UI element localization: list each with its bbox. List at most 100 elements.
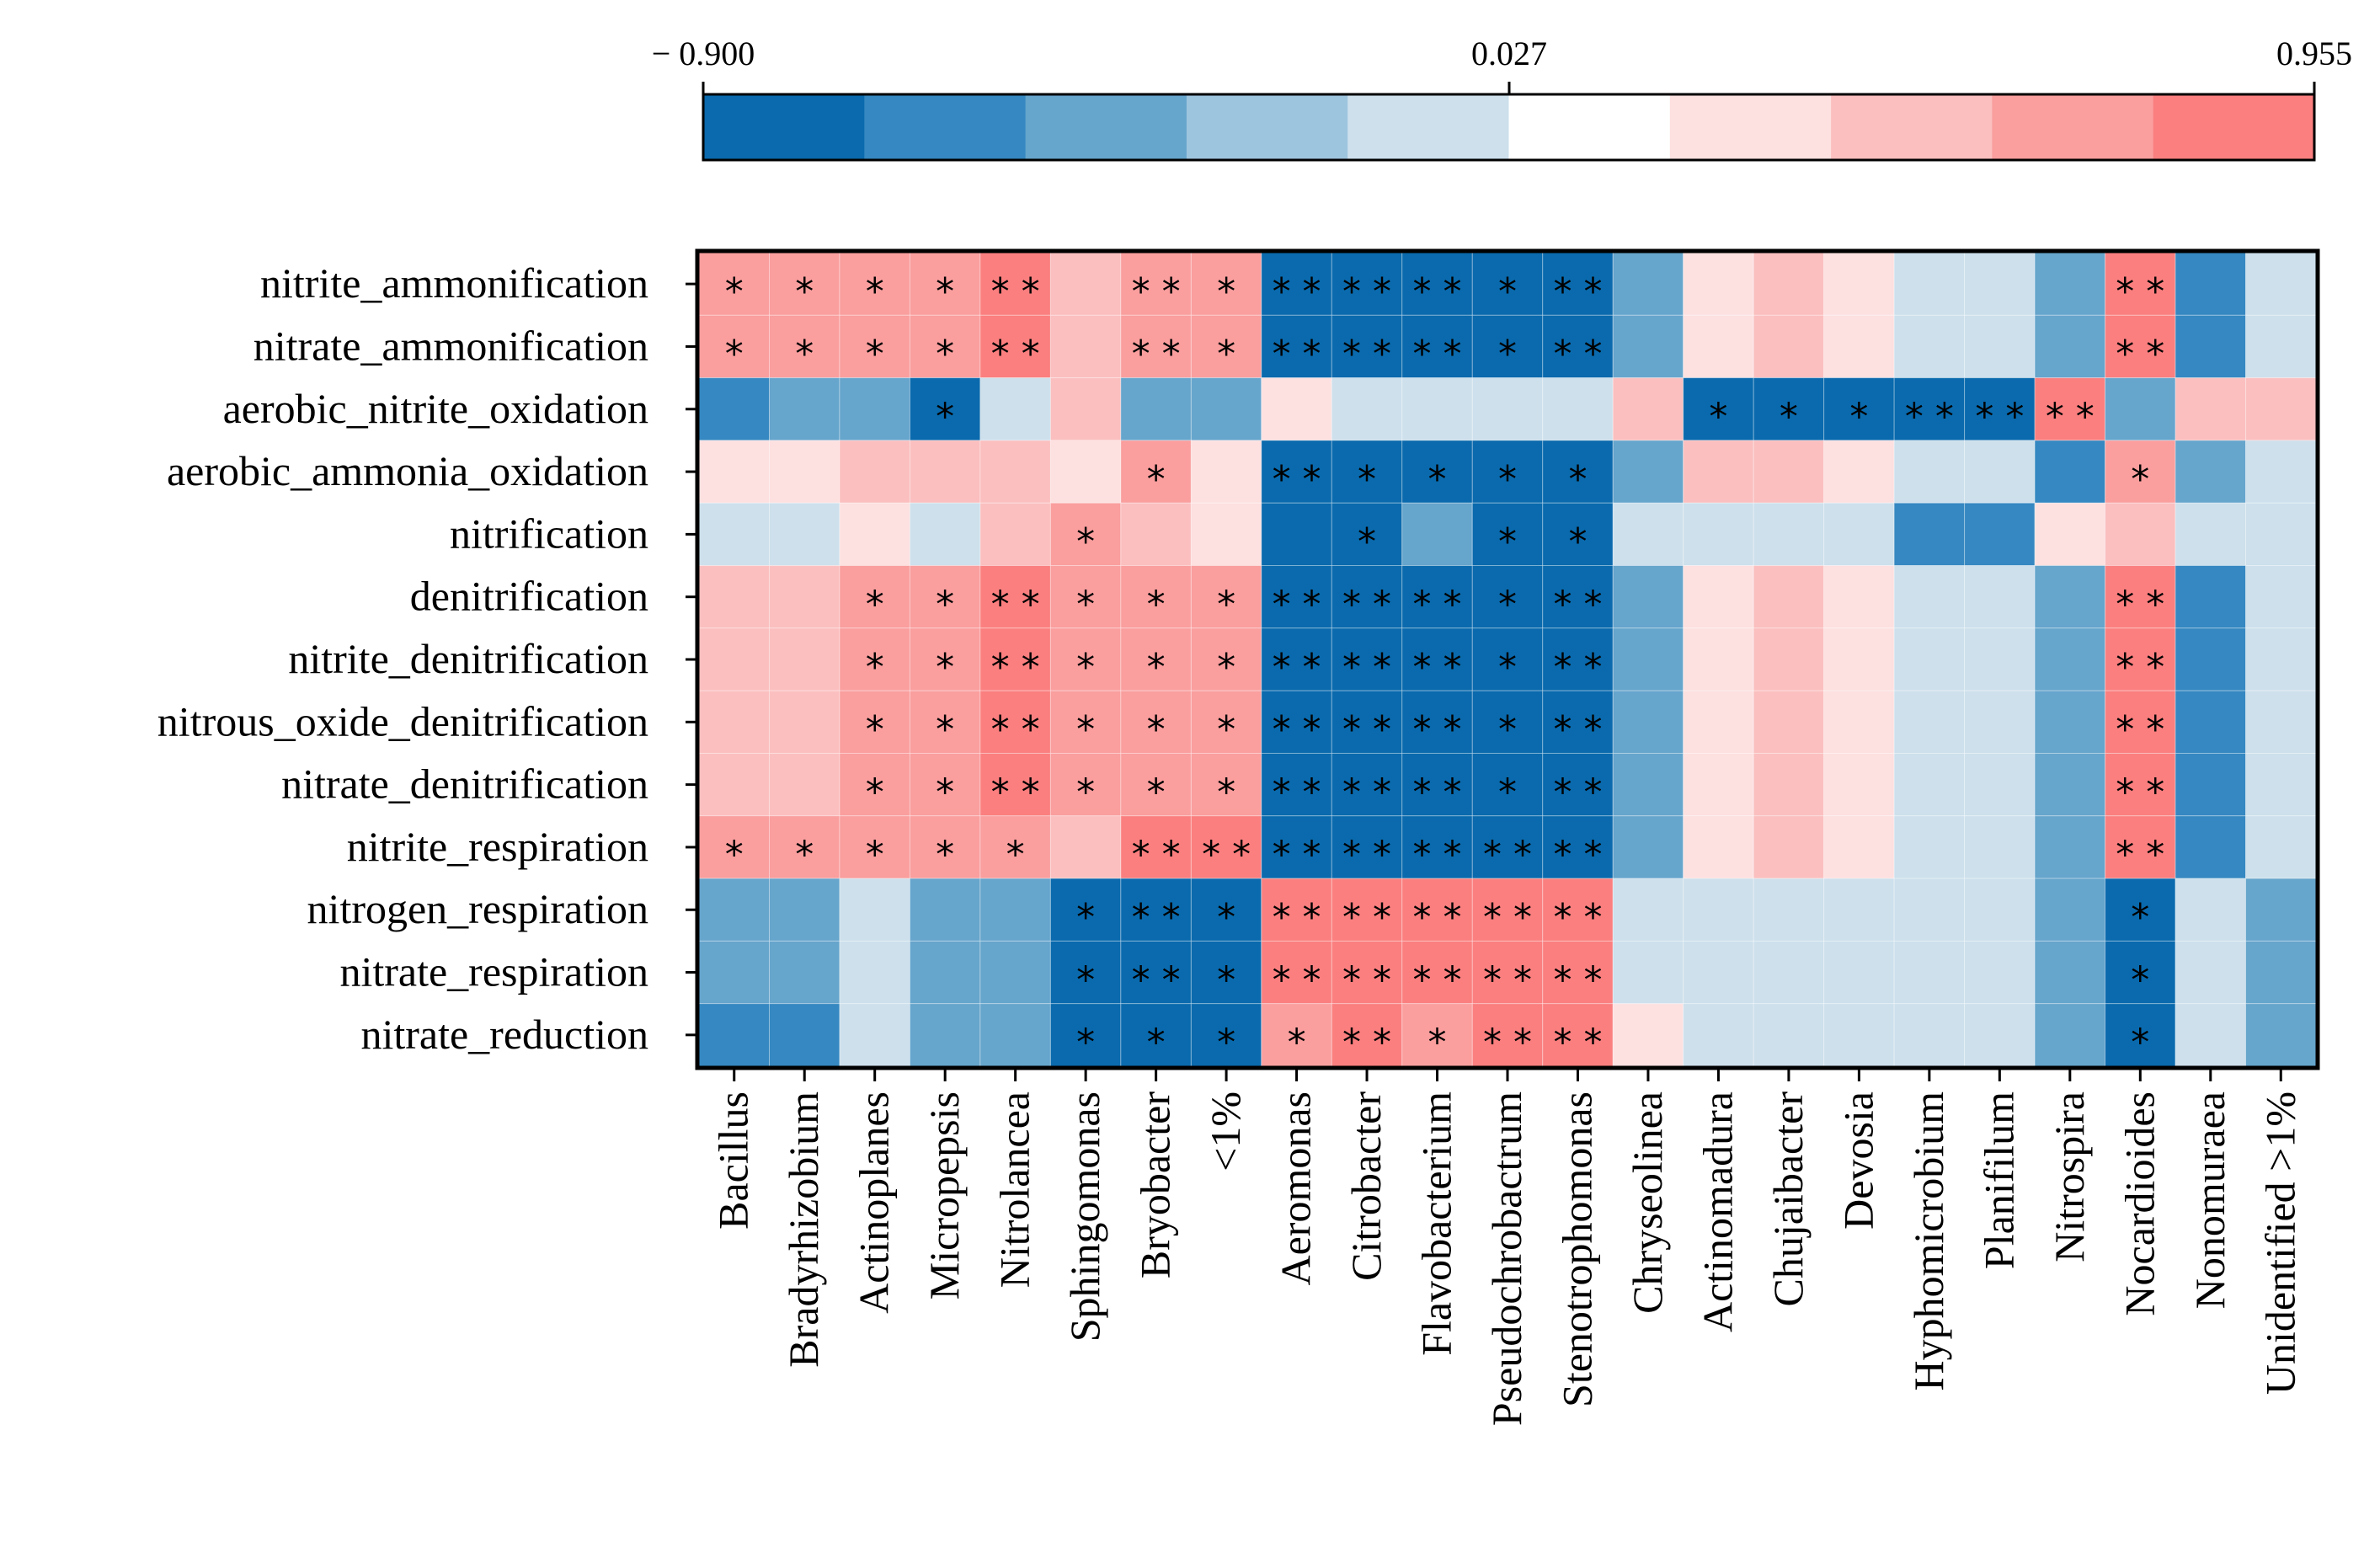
heatmap-cell [979,690,1051,754]
row-label: nitrification [450,510,648,557]
significance-mark: * [1076,958,1095,1001]
heatmap-cells [698,252,2317,1067]
row-label: aerobic_ammonia_oxidation [167,447,648,494]
heatmap-cell [2034,502,2106,567]
significance-mark: * [795,333,814,376]
colorbar-segment [703,94,865,160]
heatmap-cell [768,690,840,754]
significance-mark: * [1147,458,1166,501]
significance-mark: * [936,834,954,877]
heatmap-cell [909,377,981,441]
heatmap-cell [1190,377,1262,441]
heatmap-cell [1190,815,1262,879]
heatmap-cell [2105,502,2176,567]
heatmap-cell [979,1003,1051,1067]
heatmap-cell [768,1003,840,1067]
significance-mark: * * [1273,333,1321,376]
heatmap-cell [1120,1003,1192,1067]
heatmap-cell [2034,377,2106,441]
heatmap-cell [1049,815,1122,879]
column-label: Chujaibacter [1764,1091,1812,1307]
significance-mark: * [2131,958,2149,1001]
heatmap-cell [2105,815,2176,879]
heatmap-cell [698,752,770,817]
heatmap-cell [2034,314,2106,379]
colorbar-segment [1669,94,1832,160]
heatmap-cell [1893,940,1966,1005]
heatmap-cell [2034,940,2106,1005]
heatmap-cell [1753,502,1825,567]
significance-mark: * * [2116,583,2164,626]
heatmap-cell [1612,565,1684,629]
significance-mark: * * [1413,646,1462,689]
significance-marks: * * * * * * * * * * * * * * * * * * * * * * * * * * * * * * … [725,270,2165,1065]
heatmap-cell [1893,627,1966,691]
significance-mark: * [1076,646,1095,689]
column-label: Citrobacter [1342,1091,1390,1281]
heatmap-cell [1261,440,1332,504]
heatmap-cell [2245,314,2317,379]
heatmap-cell [1331,940,1403,1005]
heatmap-cell [1964,1003,2036,1067]
heatmap-cell [1964,440,2036,504]
significance-mark: * * [1132,958,1181,1001]
heatmap-cell [979,878,1051,942]
heatmap-cell [1401,752,1473,817]
column-label: Actinomadura [1694,1091,1741,1332]
significance-mark: * [1076,1022,1095,1065]
heatmap-cell [1331,690,1403,754]
heatmap-cell [2175,940,2247,1005]
heatmap-cell [698,502,770,567]
heatmap-cell [2105,878,2176,942]
heatmap-cell [909,878,981,942]
heatmap-cell [1471,565,1544,629]
row-label: nitrite_respiration [347,823,648,870]
heatmap-cell [1401,815,1473,879]
significance-mark: * * [1413,333,1462,376]
heatmap-cell [1401,1003,1473,1067]
heatmap-cell [1471,752,1544,817]
heatmap-cell [1261,752,1332,817]
significance-mark: * [795,270,814,313]
significance-mark: * * [1553,958,1602,1001]
significance-mark: * [725,834,744,877]
heatmap-cell [1401,502,1473,567]
heatmap-cell [839,878,910,942]
significance-mark: * [1498,333,1517,376]
heatmap-cell [1331,565,1403,629]
heatmap-cell [1261,1003,1332,1067]
heatmap-cell [1120,377,1192,441]
significance-mark: * [2131,1022,2149,1065]
heatmap-cell [979,440,1051,504]
heatmap-cell [2175,377,2247,441]
significance-mark: * * [1553,708,1602,751]
significance-mark: * [1498,270,1517,313]
heatmap-cell [2034,440,2106,504]
heatmap-cell [698,440,770,504]
heatmap-cell [1401,627,1473,691]
column-label: Nitrolancea [991,1091,1038,1288]
significance-mark: * [1288,1022,1306,1065]
heatmap-cell [1471,627,1544,691]
heatmap-cell [1683,815,1754,879]
heatmap-cell [1471,690,1544,754]
heatmap-cell [2105,314,2176,379]
colorbar-tick-min: − 0.900 [652,35,755,72]
heatmap-cell [2175,815,2247,879]
heatmap-cell [1893,565,1966,629]
significance-mark: * * [1553,896,1602,939]
column-label: Devosia [1834,1091,1881,1230]
heatmap-cell [1542,1003,1614,1067]
heatmap-cell [2245,690,2317,754]
row-label: nitrate_respiration [339,948,648,995]
significance-mark: * * [1413,896,1462,939]
heatmap-cell [1120,752,1192,817]
significance-mark: * [1568,458,1587,501]
heatmap-cell [1471,815,1544,879]
heatmap-cell [2175,752,2247,817]
significance-mark: * * [1342,1022,1391,1065]
significance-mark: * [1217,958,1235,1001]
heatmap-cell [1049,565,1122,629]
heatmap-cell [2175,565,2247,629]
significance-mark: * [1147,583,1166,626]
